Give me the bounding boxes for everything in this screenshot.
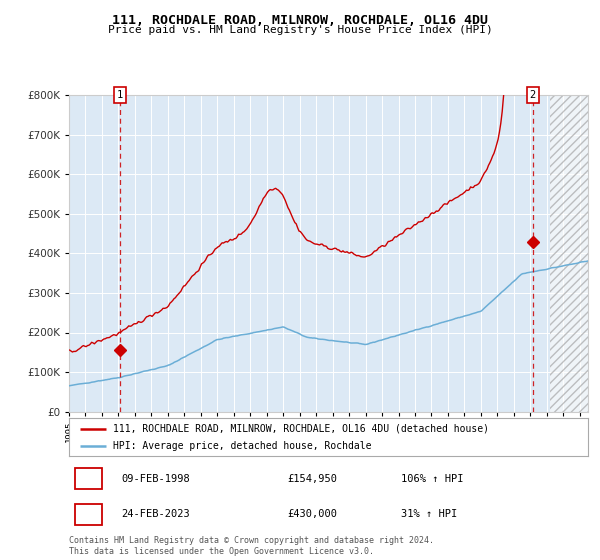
Text: HPI: Average price, detached house, Rochdale: HPI: Average price, detached house, Roch… xyxy=(113,441,371,451)
Text: £154,950: £154,950 xyxy=(287,474,337,484)
Text: 2: 2 xyxy=(530,90,536,100)
Bar xyxy=(550,95,590,412)
Text: 09-FEB-1998: 09-FEB-1998 xyxy=(121,474,190,484)
Text: £430,000: £430,000 xyxy=(287,510,337,520)
Text: 1: 1 xyxy=(86,474,92,484)
Text: 1: 1 xyxy=(117,90,123,100)
FancyBboxPatch shape xyxy=(75,504,102,525)
Text: 24-FEB-2023: 24-FEB-2023 xyxy=(121,510,190,520)
FancyBboxPatch shape xyxy=(75,468,102,489)
Text: 106% ↑ HPI: 106% ↑ HPI xyxy=(401,474,464,484)
Text: 2: 2 xyxy=(86,510,92,520)
Text: Price paid vs. HM Land Registry's House Price Index (HPI): Price paid vs. HM Land Registry's House … xyxy=(107,25,493,35)
Text: 111, ROCHDALE ROAD, MILNROW, ROCHDALE, OL16 4DU: 111, ROCHDALE ROAD, MILNROW, ROCHDALE, O… xyxy=(112,14,488,27)
Text: 31% ↑ HPI: 31% ↑ HPI xyxy=(401,510,457,520)
Text: Contains HM Land Registry data © Crown copyright and database right 2024.
This d: Contains HM Land Registry data © Crown c… xyxy=(69,536,434,556)
Text: 111, ROCHDALE ROAD, MILNROW, ROCHDALE, OL16 4DU (detached house): 111, ROCHDALE ROAD, MILNROW, ROCHDALE, O… xyxy=(113,423,489,433)
Bar xyxy=(550,95,590,412)
